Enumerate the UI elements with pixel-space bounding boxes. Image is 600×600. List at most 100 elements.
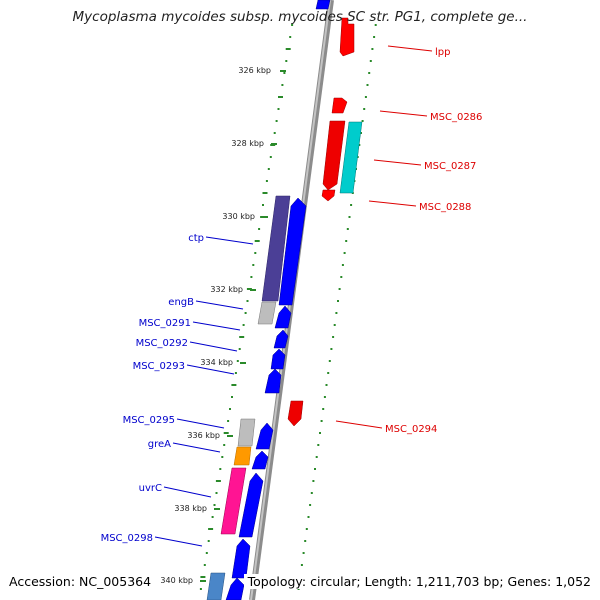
- gc-tick: [239, 336, 245, 338]
- gc-tick: [309, 504, 312, 506]
- gc-tick: [319, 432, 321, 434]
- scale-tick-336: 336 kbp: [187, 431, 233, 440]
- gc-tick: [371, 48, 374, 50]
- gc-tick: [361, 120, 364, 122]
- gc-tick: [304, 540, 307, 542]
- gene-block-msc-0293[interactable]: [264, 368, 282, 394]
- gene-block-msc-0294[interactable]: [287, 400, 304, 427]
- gene-label-msc-0293[interactable]: MSC_0293: [133, 361, 185, 372]
- gene-label-engb[interactable]: engB: [168, 297, 194, 308]
- gc-tick: [215, 492, 218, 494]
- gene-block-msc-0288[interactable]: [321, 189, 336, 202]
- gene-block-ctp-track[interactable]: [261, 195, 291, 302]
- gc-tick: [246, 300, 249, 302]
- gene-block-engb[interactable]: [274, 305, 292, 329]
- gc-tick: [366, 84, 369, 86]
- gc-tick: [363, 108, 366, 110]
- gc-tick: [234, 372, 237, 374]
- gc-tick: [219, 468, 222, 470]
- gc-tick: [325, 384, 328, 386]
- gc-tick: [346, 228, 349, 230]
- scale-tick-label: 332 kbp: [210, 285, 243, 294]
- gc-tick: [254, 240, 260, 242]
- gene-label-msc-0288[interactable]: MSC_0288: [419, 202, 471, 213]
- scale-tick-label: 334 kbp: [200, 358, 233, 367]
- gene-label-msc-0292[interactable]: MSC_0292: [136, 338, 188, 349]
- gc-tick: [314, 468, 316, 470]
- gene-block-lpp[interactable]: [339, 17, 355, 57]
- gc-tick: [208, 528, 214, 530]
- gc-tick: [229, 408, 231, 410]
- scale-tick-326: 326 kbp: [238, 66, 286, 75]
- gc-tick: [364, 96, 367, 98]
- gc-tick: [231, 384, 237, 386]
- gene-block-grea[interactable]: [251, 450, 269, 470]
- gene-block-msc-0291[interactable]: [273, 329, 289, 349]
- map-title: Mycoplasma mycoides subsp. mycoides SC s…: [72, 9, 528, 25]
- gene-block-uvrc[interactable]: [238, 472, 264, 538]
- scale-tick-330: 330 kbp: [222, 212, 268, 221]
- gc-tick: [231, 396, 233, 398]
- gene-label-msc-0298[interactable]: MSC_0298: [101, 533, 153, 544]
- gene-label-lpp[interactable]: lpp: [435, 47, 450, 58]
- gc-tick: [223, 432, 229, 434]
- gene-block-engb-track[interactable]: [257, 301, 277, 325]
- gc-tick: [322, 408, 325, 410]
- topology-text: Topology: circular; Length: 1,211,703 bp…: [243, 574, 591, 589]
- gc-tick: [250, 276, 253, 278]
- gene-block-msc-0295[interactable]: [255, 422, 274, 450]
- gc-tick: [338, 288, 341, 290]
- gene-label-msc-0294[interactable]: MSC_0294: [385, 424, 437, 435]
- gc-tick: [317, 444, 320, 446]
- gc-tick: [227, 420, 230, 422]
- gene-block-uvrc-track[interactable]: [220, 467, 247, 535]
- gc-tick: [305, 528, 308, 530]
- gc-tick: [302, 552, 305, 554]
- gene-block-msc-0287[interactable]: [322, 120, 346, 191]
- gc-tick: [320, 420, 323, 422]
- gc-tick: [205, 552, 208, 554]
- gene-label-ctp[interactable]: ctp: [188, 233, 204, 244]
- scale-tick-340: 340 kbp: [160, 576, 206, 585]
- gc-tick: [223, 444, 226, 446]
- gc-tick: [244, 312, 247, 314]
- gene-label-msc-0287[interactable]: MSC_0287: [424, 161, 476, 172]
- gc-tick: [281, 84, 284, 86]
- gene-block-bottom-track[interactable]: [206, 572, 226, 600]
- gene-block-ctp[interactable]: [278, 197, 307, 306]
- gene-label-msc-0286[interactable]: MSC_0286: [430, 112, 482, 123]
- gc-tick: [283, 72, 286, 74]
- gc-tick: [258, 228, 261, 230]
- gene-block-msc-0286[interactable]: [331, 97, 348, 114]
- gc-tick: [207, 540, 210, 542]
- scale-tick-label: 328 kbp: [231, 139, 264, 148]
- gc-tick: [242, 324, 245, 326]
- gc-tick: [275, 120, 278, 122]
- gene-block-msc-0292[interactable]: [270, 348, 286, 370]
- gene-label-msc-0295[interactable]: MSC_0295: [123, 415, 175, 426]
- gc-tick: [328, 360, 331, 362]
- gc-track-right: [297, 24, 377, 590]
- gene-block-msc-0298[interactable]: [231, 538, 251, 579]
- gene-block-bottom[interactable]: [225, 577, 245, 600]
- gene-block-grea-track[interactable]: [233, 446, 252, 466]
- label-leader-lines: [154, 45, 433, 547]
- gc-tick: [310, 492, 313, 494]
- gc-tick: [291, 24, 294, 26]
- gc-tick: [269, 156, 272, 158]
- gene-block-msc-0287-cyan[interactable]: [339, 121, 363, 194]
- gene-label-msc-0291[interactable]: MSC_0291: [139, 318, 191, 329]
- gc-tick: [238, 348, 241, 350]
- gc-tick-tracks: [199, 24, 377, 590]
- gc-tick: [203, 564, 206, 566]
- gene-label-grea[interactable]: greA: [148, 439, 171, 450]
- gene-label-uvrc[interactable]: uvrC: [139, 483, 162, 494]
- gc-tick: [312, 480, 315, 482]
- gc-tick: [350, 204, 353, 206]
- gene-block-msc-0295-track[interactable]: [237, 418, 256, 447]
- scale-tick-label: 340 kbp: [160, 576, 193, 585]
- gc-tick: [215, 480, 221, 482]
- gene-block-top-fragment[interactable]: [315, 0, 331, 10]
- gc-tick: [277, 108, 280, 110]
